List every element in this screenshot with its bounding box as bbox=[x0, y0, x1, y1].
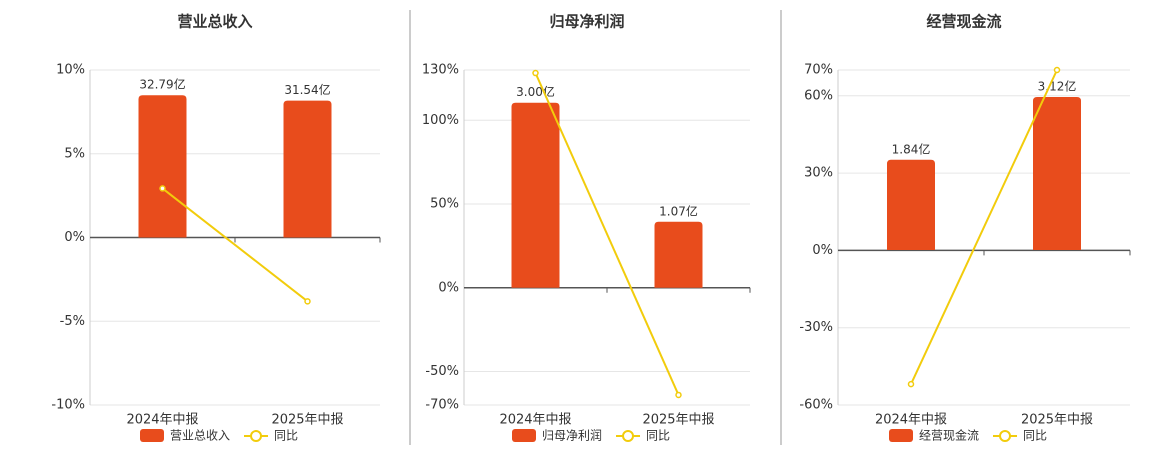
y-tick-label: 130% bbox=[422, 63, 459, 78]
bar bbox=[654, 221, 703, 288]
chart-title: 经营现金流 bbox=[926, 13, 1001, 31]
legend-swatch bbox=[889, 429, 913, 442]
chart-title: 营业总收入 bbox=[177, 13, 252, 31]
y-tick-label: 0% bbox=[812, 243, 833, 258]
y-tick-label: 70% bbox=[804, 63, 833, 78]
y-tick-label: -30% bbox=[799, 320, 833, 335]
legend-label: 营业总收入 bbox=[170, 429, 230, 443]
y-tick-label: 60% bbox=[804, 88, 833, 103]
y-tick-label: -50% bbox=[425, 364, 459, 379]
point bbox=[532, 69, 539, 77]
bar bbox=[138, 95, 187, 238]
point bbox=[304, 298, 311, 305]
point bbox=[1053, 66, 1061, 74]
y-tick-label: 5% bbox=[64, 146, 85, 161]
chart-title: 归母净利润 bbox=[549, 13, 624, 31]
legend-label: 同比 bbox=[1023, 429, 1047, 443]
legend-label: 同比 bbox=[646, 429, 670, 443]
y-tick-label: 10% bbox=[56, 63, 85, 78]
y-tick-label: -10% bbox=[51, 398, 85, 413]
x-tick-label: 2025年中报 bbox=[1021, 413, 1093, 428]
legend-label: 经营现金流 bbox=[919, 428, 979, 443]
point bbox=[159, 185, 166, 192]
point bbox=[907, 380, 915, 388]
value-label: 1.84亿 bbox=[892, 141, 931, 156]
x-tick-label: 2024年中报 bbox=[126, 413, 198, 428]
x-tick-label: 2025年中报 bbox=[271, 413, 343, 428]
line bbox=[534, 72, 680, 396]
bar bbox=[511, 102, 560, 288]
x-tick-label: 2025年中报 bbox=[642, 413, 714, 428]
legend-label: 同比 bbox=[274, 429, 298, 443]
y-tick-label: 0% bbox=[64, 230, 85, 245]
value-label: 32.79亿 bbox=[139, 77, 185, 92]
legend-swatch bbox=[512, 429, 536, 442]
bar bbox=[1033, 96, 1081, 251]
y-tick-label: 30% bbox=[804, 166, 833, 181]
line bbox=[161, 187, 309, 303]
y-tick-label: -60% bbox=[799, 398, 833, 413]
value-label: 31.54亿 bbox=[284, 82, 330, 97]
line bbox=[910, 69, 1058, 385]
value-label: 1.07亿 bbox=[659, 203, 698, 218]
legend-swatch bbox=[999, 430, 1012, 442]
y-tick-label: 0% bbox=[438, 280, 459, 295]
x-tick-label: 2024年中报 bbox=[875, 413, 947, 428]
legend-swatch bbox=[140, 429, 164, 442]
y-tick-label: -5% bbox=[60, 314, 85, 329]
value-label: 3.00亿 bbox=[516, 84, 555, 99]
bar bbox=[887, 159, 935, 251]
point bbox=[675, 391, 682, 399]
x-tick-label: 2024年中报 bbox=[499, 413, 571, 428]
bar bbox=[283, 100, 332, 238]
y-tick-label: -70% bbox=[425, 398, 459, 413]
value-label: 3.12亿 bbox=[1038, 78, 1077, 93]
legend-label: 归母净利润 bbox=[542, 429, 602, 443]
y-tick-label: 50% bbox=[430, 197, 459, 212]
legend-swatch bbox=[250, 430, 263, 442]
legend-swatch bbox=[622, 430, 635, 442]
y-tick-label: 100% bbox=[422, 113, 459, 128]
